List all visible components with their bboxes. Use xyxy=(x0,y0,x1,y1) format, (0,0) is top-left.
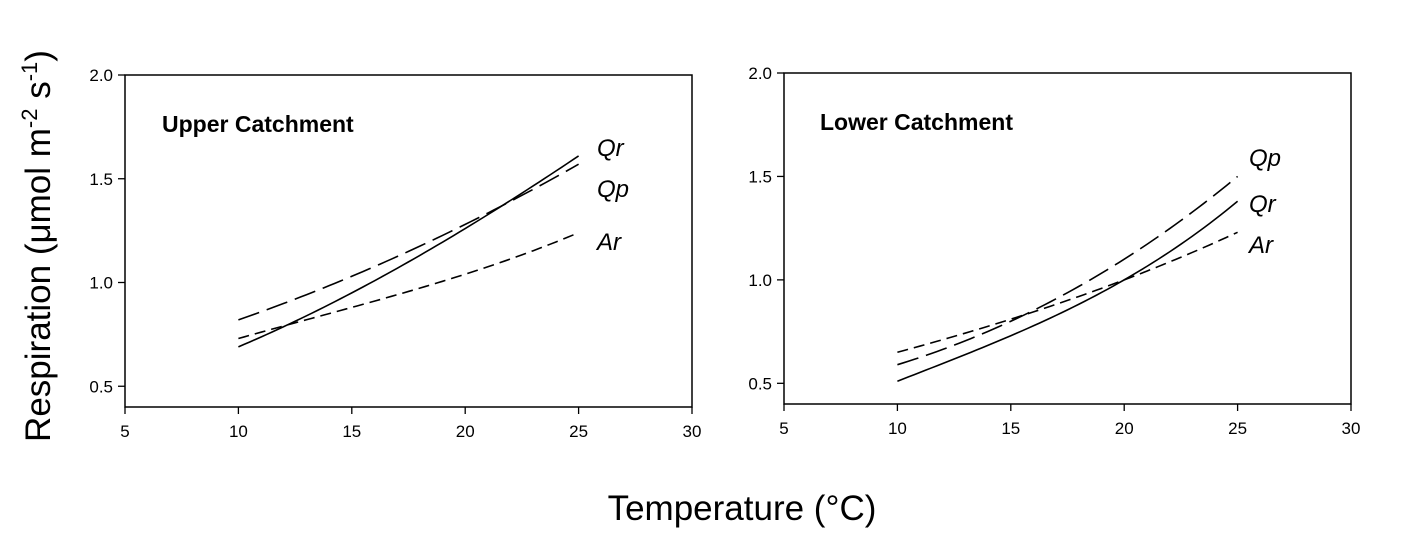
y-tick-label: 1.5 xyxy=(748,167,772,186)
series-line-qp xyxy=(238,163,579,321)
x-axis-title: Temperature (°C) xyxy=(608,489,877,528)
x-tick-label: 25 xyxy=(1228,419,1247,438)
lower-catchment-panel: 5 10 15 20 25 30 0.5 1.0 1.5 2.0 Lower Catchment Qp… xyxy=(748,64,1360,438)
x-tick-label: 10 xyxy=(229,422,248,441)
series-line-ar xyxy=(897,231,1238,354)
x-tick-label: 5 xyxy=(120,422,129,441)
x-tick-label: 15 xyxy=(342,422,361,441)
panel-title: Upper Catchment xyxy=(162,111,354,137)
series-label-qr: Qr xyxy=(1249,191,1277,218)
y-axis-title: Respiration (μmol m-2 s-1) xyxy=(17,50,58,442)
series-label-ar: Ar xyxy=(595,229,622,256)
x-tick-label: 30 xyxy=(1342,419,1361,438)
series-label-qp: Qp xyxy=(597,176,629,203)
x-tick-label: 10 xyxy=(888,419,907,438)
y-tick-label: 1.0 xyxy=(748,271,772,290)
y-tick-label: 2.0 xyxy=(748,64,772,83)
plot-frame xyxy=(124,74,693,408)
series-label-qp: Qp xyxy=(1249,145,1281,172)
y-tick-label: 1.0 xyxy=(89,274,113,293)
x-tick-label: 20 xyxy=(456,422,475,441)
y-tick-label: 1.5 xyxy=(89,170,113,189)
series-label-ar: Ar xyxy=(1247,232,1274,259)
series-line-qr xyxy=(238,155,580,348)
y-tick-label: 2.0 xyxy=(89,66,113,85)
series-line-qr xyxy=(897,200,1239,382)
x-tick-label: 15 xyxy=(1001,419,1020,438)
x-tick-label: 5 xyxy=(779,419,788,438)
panel-title: Lower Catchment xyxy=(820,109,1013,135)
upper-catchment-panel: 5 10 15 20 25 30 0.5 1.0 1.5 2.0 Upper Catchment Qr… xyxy=(89,66,701,441)
series-label-qr: Qr xyxy=(597,135,625,162)
y-tick-label: 0.5 xyxy=(89,377,113,396)
series-line-ar xyxy=(238,231,579,340)
y-tick-label: 0.5 xyxy=(748,374,772,393)
x-tick-label: 30 xyxy=(683,422,702,441)
x-tick-label: 20 xyxy=(1115,419,1134,438)
x-tick-label: 25 xyxy=(569,422,588,441)
plot-frame xyxy=(783,72,1352,405)
series-line-qp xyxy=(897,175,1239,366)
